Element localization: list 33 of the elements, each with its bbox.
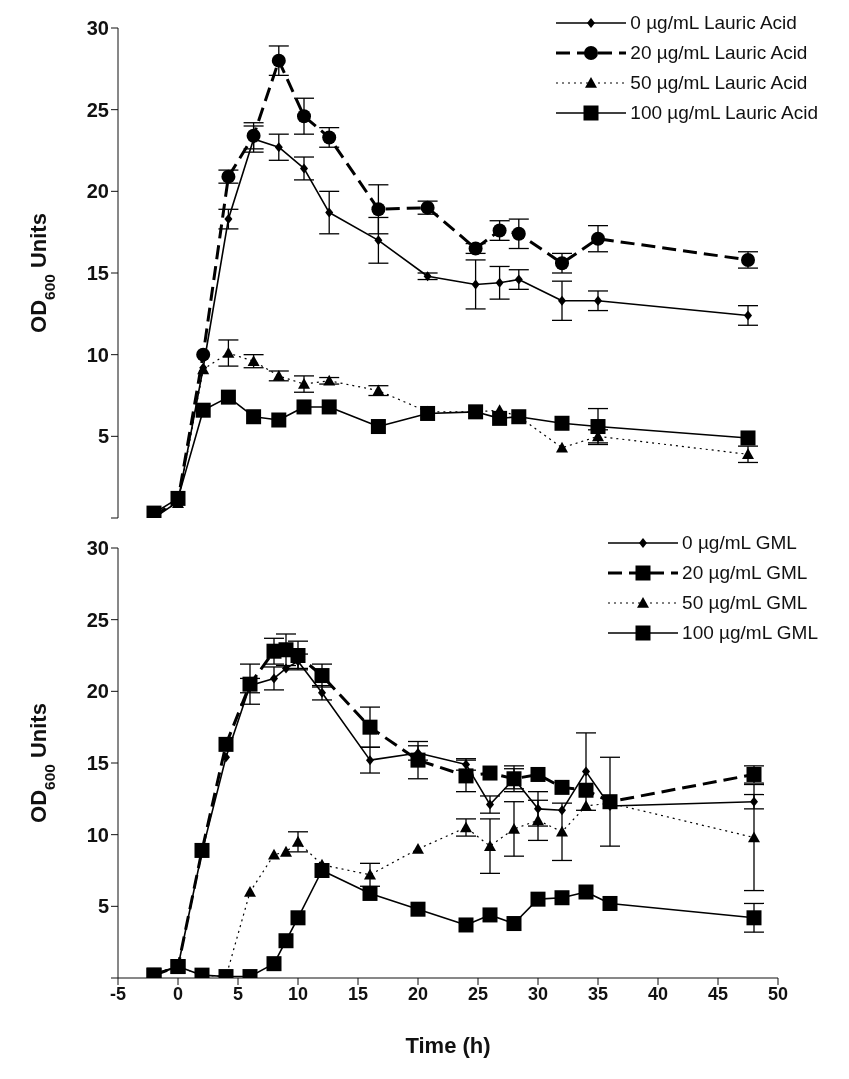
legend-label: 0 µg/mL Lauric Acid: [630, 12, 797, 34]
legend-label: 20 µg/mL Lauric Acid: [630, 42, 808, 64]
y-tick-label: 20: [86, 180, 109, 203]
legend-label: 100 µg/mL Lauric Acid: [630, 102, 818, 124]
legend-label: 50 µg/mL GML: [682, 592, 808, 614]
y-tick-label: 15: [86, 262, 109, 285]
x-axis-title: Time (h): [405, 1033, 491, 1058]
x-tick-label: 25: [467, 983, 489, 1004]
x-tick-label: 15: [347, 983, 369, 1004]
y-tick-label: 30: [86, 537, 109, 560]
x-tick-label: 30: [527, 983, 549, 1004]
x-tick-label: 40: [647, 983, 669, 1004]
y-tick-label: 25: [86, 98, 109, 121]
y-tick-label: 20: [86, 680, 109, 703]
y-tick-label: 5: [97, 895, 109, 918]
x-tick-label: 10: [287, 983, 309, 1004]
x-tick-label: 35: [587, 983, 609, 1004]
y-tick-label: 10: [86, 823, 109, 846]
x-tick-label: 50: [767, 983, 789, 1004]
legend-label: 100 µg/mL GML: [682, 622, 818, 644]
y-tick-label: 15: [86, 752, 109, 775]
y-tick-label: 25: [86, 608, 109, 631]
legend-label: 20 µg/mL GML: [682, 562, 808, 584]
y-tick-label: 10: [86, 343, 109, 366]
y-tick-label: 5: [97, 425, 109, 448]
y-tick-label: 30: [86, 17, 109, 40]
x-tick-label: 5: [232, 983, 244, 1004]
legend-label: 0 µg/mL GML: [682, 532, 797, 554]
legend-label: 50 µg/mL Lauric Acid: [630, 72, 808, 94]
x-tick-label: 45: [707, 983, 729, 1004]
x-tick-label: 20: [407, 983, 429, 1004]
x-tick-label: 0: [172, 983, 184, 1004]
x-tick-label: -5: [109, 983, 127, 1004]
